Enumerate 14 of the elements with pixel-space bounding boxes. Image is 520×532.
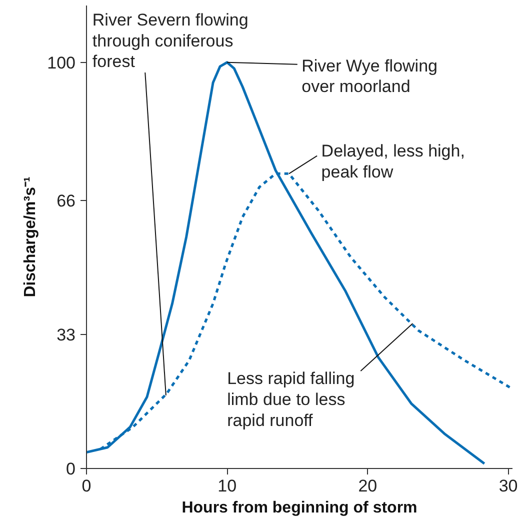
x-axis-title: Hours from beginning of storm bbox=[182, 500, 418, 516]
y-axis-title: Discharge/m³s⁻¹ bbox=[22, 176, 40, 298]
annotation: Delayed, less high, peak flow bbox=[321, 142, 465, 182]
x-tick-label: 20 bbox=[358, 476, 378, 496]
annotation: River Severn flowing through coniferous forest bbox=[92, 10, 248, 72]
y-tick-label: 33 bbox=[56, 325, 76, 344]
x-tick-label: 10 bbox=[218, 476, 237, 496]
x-tick-label: 30 bbox=[498, 476, 518, 496]
y-tick-label: 100 bbox=[47, 53, 76, 72]
x-tick-label: 0 bbox=[82, 476, 92, 496]
y-tick-label: 0 bbox=[66, 460, 76, 478]
y-tick-label: 66 bbox=[56, 191, 76, 210]
annotation: River Wye flowing over moorland bbox=[302, 56, 438, 96]
annotation: Less rapid falling limb due to less rapid runoff bbox=[227, 368, 355, 430]
